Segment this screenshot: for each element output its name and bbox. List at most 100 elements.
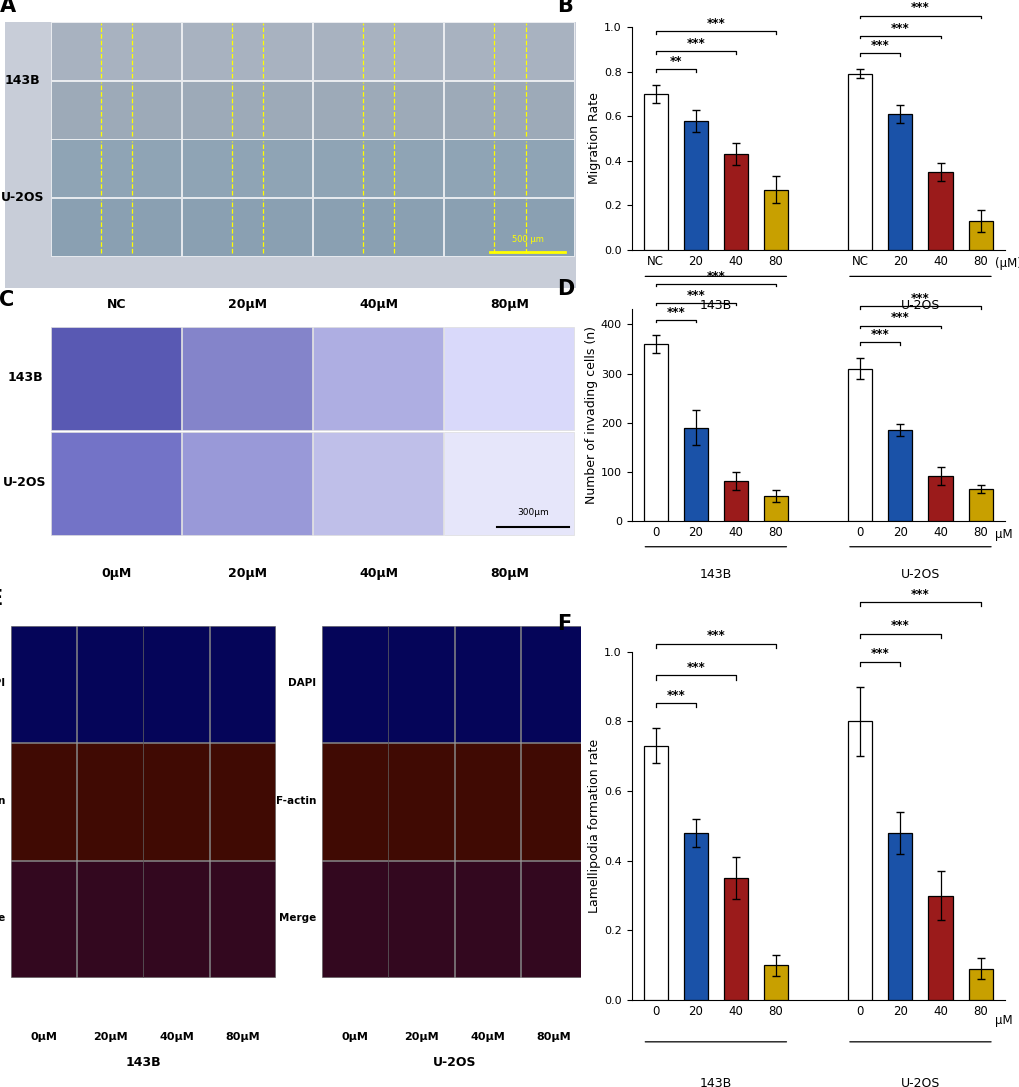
Bar — [144, 861, 209, 977]
Bar — [51, 139, 180, 198]
Y-axis label: Migration Rate: Migration Rate — [588, 92, 601, 185]
Bar — [210, 626, 275, 742]
Bar — [77, 744, 143, 860]
Bar — [181, 432, 312, 535]
Text: 40μM: 40μM — [159, 1032, 194, 1042]
Text: 143B: 143B — [699, 1076, 732, 1087]
Text: 200 μm: 200 μm — [232, 990, 264, 999]
Text: U-2OS: U-2OS — [900, 299, 940, 312]
Bar — [313, 23, 442, 80]
Text: F-actin: F-actin — [0, 796, 5, 805]
Text: 80μM: 80μM — [536, 1032, 571, 1042]
Text: A: A — [0, 0, 15, 16]
Text: ***: *** — [870, 647, 889, 660]
Bar — [313, 139, 442, 198]
Bar — [683, 833, 707, 1000]
Bar — [11, 861, 76, 977]
Text: Merge: Merge — [279, 913, 316, 923]
Text: ***: *** — [686, 37, 704, 50]
Bar — [181, 327, 312, 429]
Bar — [444, 23, 574, 80]
Text: U-2OS: U-2OS — [900, 1076, 940, 1087]
Text: 20μM: 20μM — [228, 298, 267, 311]
Bar — [444, 198, 574, 255]
Bar — [51, 23, 180, 80]
Text: F-actin: F-actin — [276, 796, 316, 805]
Bar — [888, 430, 912, 522]
Bar — [927, 476, 952, 522]
Text: μM: μM — [995, 1014, 1012, 1027]
Bar — [643, 746, 667, 1000]
Text: ***: *** — [891, 22, 909, 35]
Text: U-2OS: U-2OS — [900, 567, 940, 580]
Bar — [313, 327, 442, 429]
Text: DAPI: DAPI — [0, 678, 5, 688]
Text: 40μM: 40μM — [359, 566, 397, 579]
Bar — [927, 172, 952, 250]
Bar — [51, 432, 180, 535]
Bar — [643, 93, 667, 250]
Text: 0μM: 0μM — [341, 1032, 368, 1042]
Bar — [444, 80, 574, 139]
Text: ***: *** — [665, 688, 685, 701]
Text: ***: *** — [910, 588, 929, 601]
Text: ***: *** — [706, 17, 725, 30]
Bar — [683, 121, 707, 250]
Text: 143B: 143B — [125, 1055, 161, 1069]
Bar — [77, 626, 143, 742]
Bar — [11, 744, 76, 860]
Text: NC: NC — [106, 298, 126, 311]
Bar — [763, 189, 788, 250]
Bar — [683, 427, 707, 522]
Bar — [51, 198, 180, 255]
Bar — [521, 744, 586, 860]
Bar — [888, 114, 912, 250]
Text: Merge: Merge — [0, 913, 5, 923]
Bar — [181, 198, 312, 255]
Text: ***: *** — [686, 289, 704, 302]
Bar — [388, 744, 453, 860]
Text: 80μM: 80μM — [490, 566, 529, 579]
Bar — [444, 327, 574, 429]
Bar — [51, 327, 180, 429]
Text: 20μM: 20μM — [228, 566, 267, 579]
Text: 20μM: 20μM — [93, 1032, 127, 1042]
Text: U-2OS: U-2OS — [432, 1055, 476, 1069]
Bar — [77, 861, 143, 977]
Bar — [521, 861, 586, 977]
Bar — [643, 343, 667, 522]
Text: U-2OS: U-2OS — [0, 191, 44, 203]
Text: ***: *** — [686, 661, 704, 674]
Text: E: E — [0, 589, 2, 609]
Text: 143B: 143B — [699, 567, 732, 580]
Text: 80μM: 80μM — [490, 298, 529, 311]
Bar — [144, 626, 209, 742]
Text: DAPI: DAPI — [288, 678, 316, 688]
Bar — [763, 496, 788, 522]
Bar — [521, 626, 586, 742]
Bar — [927, 896, 952, 1000]
Bar — [723, 480, 747, 522]
Bar — [11, 626, 76, 742]
Bar — [322, 861, 387, 977]
Text: 40μM: 40μM — [359, 298, 397, 311]
Bar — [848, 74, 871, 250]
Text: 143B: 143B — [4, 74, 40, 87]
Bar — [313, 80, 442, 139]
Bar — [322, 744, 387, 860]
Bar — [181, 23, 312, 80]
Text: 0μM: 0μM — [101, 566, 131, 579]
Text: ***: *** — [910, 1, 929, 14]
Bar — [848, 722, 871, 1000]
Bar — [454, 744, 520, 860]
Text: U-2OS: U-2OS — [3, 476, 47, 489]
Text: 80μM: 80μM — [225, 1032, 260, 1042]
Y-axis label: Lamellipodia formation rate: Lamellipodia formation rate — [588, 739, 601, 913]
Y-axis label: Number of invading cells (n): Number of invading cells (n) — [585, 326, 597, 504]
Bar — [454, 626, 520, 742]
Bar — [388, 861, 453, 977]
Bar — [444, 432, 574, 535]
Text: 500 μm: 500 μm — [512, 235, 543, 243]
Bar — [181, 139, 312, 198]
Bar — [763, 965, 788, 1000]
